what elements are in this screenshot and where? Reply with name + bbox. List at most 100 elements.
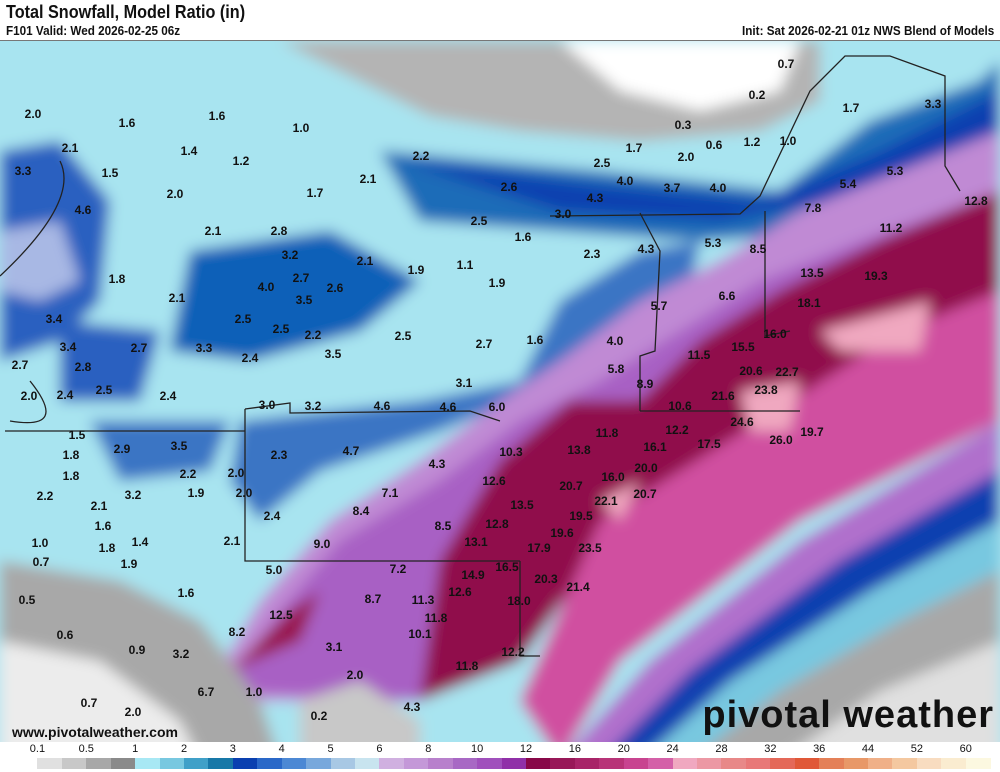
snowfall-value-label: 0.7	[80, 696, 98, 710]
snowfall-value-label: 2.1	[204, 224, 222, 238]
colorbar-swatch	[281, 758, 307, 769]
snowfall-value-label: 10.3	[499, 445, 523, 459]
website-url[interactable]: www.pivotalweather.com	[12, 724, 178, 740]
snowfall-value-label: 8.9	[636, 377, 654, 391]
colorbar-swatch	[355, 758, 380, 769]
snowfall-value-label: 6.7	[197, 685, 215, 699]
snowfall-value-label: 3.4	[59, 340, 77, 354]
snowfall-value-label: 18.0	[507, 594, 531, 608]
snowfall-value-label: 16.5	[495, 560, 519, 574]
colorbar-swatch	[184, 758, 209, 769]
snowfall-value-label: 0.6	[705, 138, 723, 152]
snowfall-value-label: 6.0	[488, 400, 506, 414]
snowfall-value-label: 1.5	[101, 166, 119, 180]
snowfall-value-label: 5.3	[886, 164, 904, 178]
colorbar-swatch	[868, 758, 893, 769]
snowfall-value-label: 11.5	[687, 348, 711, 362]
snowfall-value-label: 1.6	[118, 116, 136, 130]
snowfall-value-label: 0.2	[310, 709, 328, 723]
colorbar-tick-label: 12	[519, 743, 533, 755]
snowfall-value-label: 2.6	[326, 281, 344, 295]
colorbar-swatch	[330, 758, 356, 769]
snowfall-value-label: 1.8	[62, 448, 80, 462]
snowfall-value-label: 3.2	[124, 488, 142, 502]
colorbar-tick-label: 32	[764, 743, 777, 755]
snowfall-value-label: 4.0	[616, 174, 634, 188]
colorbar-swatch	[721, 758, 747, 769]
map-title: Total Snowfall, Model Ratio (in)	[6, 2, 246, 22]
colorbar-swatch	[770, 758, 796, 769]
snowfall-value-label: 1.0	[245, 685, 263, 699]
snowfall-value-label: 26.0	[769, 433, 793, 447]
snowfall-value-label: 10.6	[668, 399, 692, 413]
snowfall-value-label: 2.3	[583, 247, 601, 261]
snowfall-value-label: 11.3	[411, 593, 435, 607]
snowfall-value-label: 1.0	[292, 121, 310, 135]
snowfall-value-label: 1.1	[456, 258, 474, 272]
snowfall-value-label: 12.8	[485, 517, 509, 531]
colorbar-swatch	[13, 758, 38, 769]
snowfall-value-label: 20.7	[559, 479, 583, 493]
snowfall-value-label: 2.1	[359, 172, 377, 186]
colorbar-tick-label: 20	[617, 743, 630, 755]
snowfall-value-label: 20.7	[633, 487, 657, 501]
snowfall-value-label: 12.8	[964, 194, 988, 208]
colorbar-swatch	[501, 758, 527, 769]
snowfall-value-label: 2.5	[234, 312, 252, 326]
colorbar-swatch	[574, 758, 600, 769]
colorbar-swatch	[892, 758, 918, 769]
snowfall-value-label: 2.1	[356, 254, 374, 268]
snowfall-value-label: 4.3	[586, 191, 604, 205]
snowfall-value-label: 2.4	[159, 389, 177, 403]
snowfall-value-label: 1.2	[232, 154, 250, 168]
snowfall-value-label: 1.8	[98, 541, 116, 555]
snowfall-value-label: 1.4	[180, 144, 198, 158]
snowfall-value-label: 13.5	[800, 266, 824, 280]
snowfall-value-label: 20.6	[739, 364, 763, 378]
colorbar-swatch	[379, 758, 405, 769]
snowfall-value-label: 20.0	[634, 461, 658, 475]
colorbar-swatch	[672, 758, 698, 769]
colorbar-tick-label: 3	[229, 743, 236, 755]
valid-time: F101 Valid: Wed 2026-02-25 06z	[6, 23, 181, 38]
snowfall-value-label: 16.0	[601, 470, 625, 484]
snowfall-value-label: 3.3	[924, 97, 942, 111]
snowfall-value-label: 13.1	[464, 535, 488, 549]
snowfall-value-label: 11.2	[879, 221, 903, 235]
colorbar-swatch	[208, 758, 234, 769]
colorbar-tick-label: 8	[425, 743, 432, 755]
snowfall-value-label: 2.4	[263, 509, 281, 523]
snowfall-value-label: 2.2	[36, 489, 54, 503]
snowfall-value-label: 8.7	[364, 592, 382, 606]
snowfall-value-label: 2.5	[272, 322, 290, 336]
snowfall-value-label: 21.6	[711, 389, 735, 403]
snowfall-value-label: 1.9	[488, 276, 506, 290]
snowfall-value-label: 11.8	[595, 426, 619, 440]
snowfall-value-label: 19.6	[550, 526, 574, 540]
snowfall-value-label: 2.7	[130, 341, 148, 355]
snowfall-value-label: 0.2	[748, 88, 766, 102]
snowfall-value-label: 2.5	[95, 383, 113, 397]
colorbar-swatch	[697, 758, 722, 769]
snowfall-value-label: 3.5	[170, 439, 188, 453]
snowfall-value-label: 2.2	[179, 467, 197, 481]
snowfall-value-label: 10.1	[408, 627, 432, 641]
snowfall-value-label: 4.0	[709, 181, 727, 195]
snowfall-value-label: 2.7	[475, 337, 493, 351]
snowfall-value-label: 1.0	[779, 134, 797, 148]
snowfall-value-label: 8.2	[228, 625, 246, 639]
snowfall-value-label: 23.5	[578, 541, 602, 555]
snowfall-value-label: 16.0	[763, 327, 787, 341]
snowfall-value-label: 1.8	[62, 469, 80, 483]
snowfall-value-label: 2.7	[11, 358, 29, 372]
snowfall-value-label: 0.6	[56, 628, 74, 642]
snowfall-map[interactable]: 0.7 0.2 0.3 1.7 0.6 1.2 1.0 2.0 2.5 4.0 3.7 4.0 4.3 2…	[0, 40, 1000, 743]
snowfall-value-label: 0.7	[32, 555, 50, 569]
snowfall-value-label: 5.3	[704, 236, 722, 250]
snowfall-value-label: 2.3	[270, 448, 288, 462]
snowfall-value-label: 5.7	[650, 299, 668, 313]
colorbar-swatch	[599, 758, 625, 769]
colorbar-swatch	[477, 758, 503, 769]
snowfall-value-label: 2.0	[166, 187, 184, 201]
snowfall-shading	[0, 41, 1000, 743]
